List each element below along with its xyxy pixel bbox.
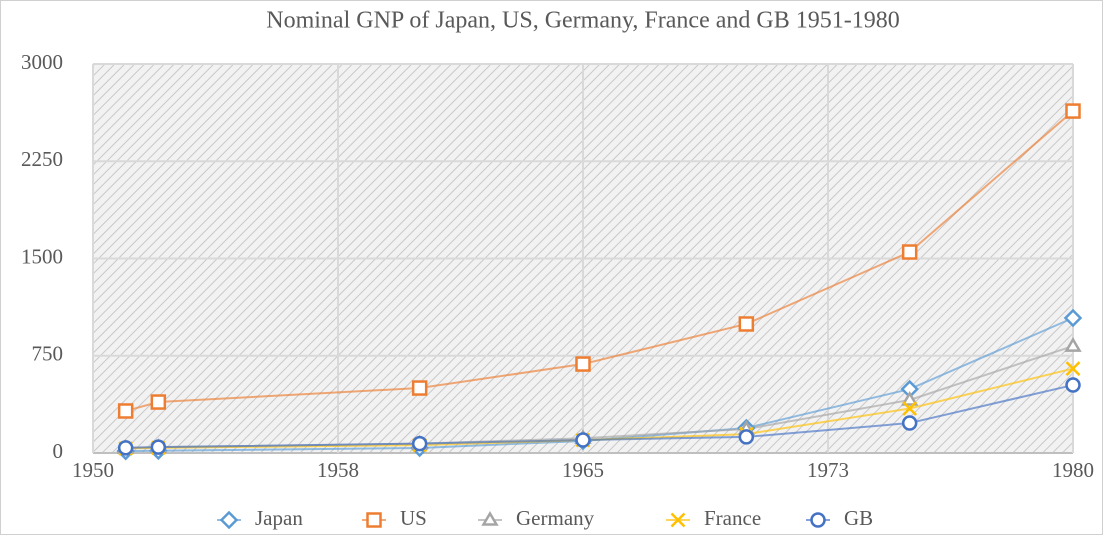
chart-title: Nominal GNP of Japan, US, Germany, Franc…	[266, 8, 899, 34]
data-point	[117, 403, 134, 419]
legend-marker	[366, 512, 382, 528]
legend-marker	[670, 512, 686, 528]
data-point	[1065, 377, 1081, 393]
x-tick-label: 1980	[1052, 458, 1094, 482]
data-point	[411, 380, 428, 396]
legend-item: Germany	[478, 506, 595, 530]
legend-item: US	[362, 506, 427, 530]
data-point	[901, 415, 918, 431]
legend-marker	[810, 512, 826, 528]
data-point	[738, 429, 755, 445]
data-point	[411, 435, 428, 452]
y-tick-label: 750	[32, 342, 64, 366]
data-point	[117, 440, 134, 456]
legend-marker	[481, 511, 499, 526]
data-point	[150, 439, 167, 455]
y-tick-label: 0	[53, 439, 64, 463]
x-tick-label: 1958	[317, 458, 359, 482]
y-tick-label: 1500	[21, 244, 63, 268]
legend-item: France	[666, 506, 761, 530]
legend-label: Germany	[516, 506, 595, 530]
data-point	[1064, 337, 1082, 352]
x-tick-label: 1950	[72, 458, 114, 482]
data-point	[902, 401, 918, 416]
data-point	[1063, 308, 1083, 328]
legend-label: US	[400, 506, 427, 530]
data-point	[1065, 361, 1081, 376]
data-point	[901, 244, 918, 260]
data-point	[1065, 103, 1081, 119]
x-tick-label: 1965	[562, 458, 604, 482]
data-point	[575, 432, 591, 448]
legend-item: Japan	[217, 506, 303, 530]
y-tick-label: 3000	[21, 50, 63, 74]
legend-label: France	[704, 506, 761, 530]
legend-label: GB	[844, 506, 873, 530]
data-point	[575, 356, 591, 372]
legend-item: GB	[806, 506, 873, 530]
data-point	[738, 316, 755, 332]
x-tick-label: 1973	[807, 458, 849, 482]
data-point	[150, 394, 167, 410]
legend-label: Japan	[255, 506, 303, 530]
data-point	[900, 391, 919, 406]
legend-marker	[219, 510, 239, 530]
y-tick-label: 2250	[21, 147, 63, 171]
